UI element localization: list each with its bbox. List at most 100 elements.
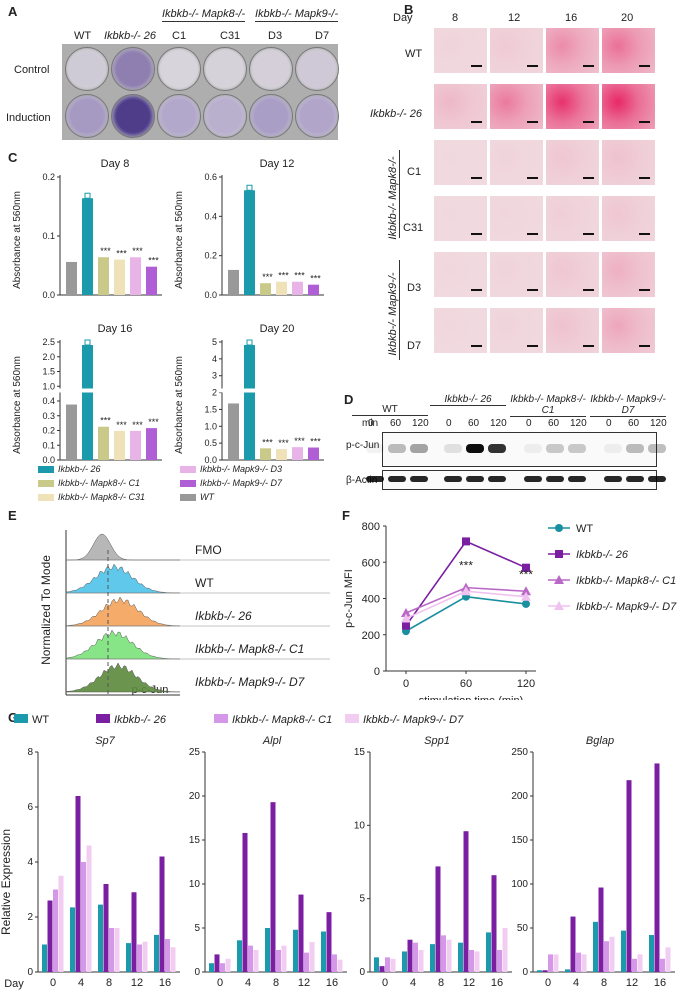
d-band-pcjun [524,444,542,453]
g-tick-label: 0 [522,967,528,978]
f-x-label: stimulation time (min) [419,695,524,700]
d-band-pcjun [366,444,384,453]
g-bar [70,907,75,972]
micrograph-r3-c2 [545,195,600,242]
micrograph-r0-c0 [433,27,488,74]
c-bar [98,426,109,460]
c-tick-label: 2 [212,388,217,398]
c-axis-break [56,388,158,393]
b-day-20: 20 [621,12,634,24]
g-bar [131,892,137,972]
g-bar [270,802,276,972]
chart-c-title: Day 8 [101,158,130,170]
chart-c-title: Day 16 [98,323,133,335]
e-histogram [65,563,181,594]
g-bar [390,958,396,972]
d-time-label: 0 [446,418,452,429]
d-time-label: 0 [526,418,532,429]
g-day-label: Day [4,978,24,990]
d-band-actin [488,476,506,482]
c-sig: *** [310,437,321,447]
f-legend-label: WT [576,523,593,535]
c-tick-label: 4 [212,354,217,364]
f-tick-label: 600 [362,557,380,569]
scale-bar [471,289,482,291]
d-time-label: 0 [368,418,374,429]
d-time-label: 120 [650,418,667,429]
f-legend-marker [554,575,564,584]
g-x-tick-label: 16 [326,977,338,989]
c-sig: *** [116,420,127,430]
g-bar [430,944,435,972]
g-bar [142,941,148,972]
scale-bar [527,65,538,67]
c-tick-label: 2.0 [42,352,55,362]
g-bar [103,884,109,972]
d-band-actin [466,476,484,482]
f-point [401,608,411,617]
g-bar [418,950,424,972]
scale-bar [583,345,594,347]
c-bar [130,257,141,295]
g-legend-label: WT [32,714,49,726]
g-tick-label: 250 [511,747,528,758]
g-title: Bglap [586,735,614,747]
d-min-label: min [362,418,379,429]
c-bar [98,257,109,295]
b-row-c31: C31 [403,222,424,234]
g-legend-label: Ikbkb-/- Mapk8-/- C1 [232,714,332,726]
g-x-tick-label: 4 [573,977,579,989]
scale-bar [639,121,650,123]
micrograph-r4-c0 [433,251,488,298]
panel-a-label: A [8,4,18,19]
d-group-label: WT [352,404,428,416]
g-bar [502,928,508,972]
micrograph-r2-c2 [545,139,600,186]
micrograph-r4-c3 [601,251,656,298]
g-bar [253,950,259,972]
g-bar [374,957,379,972]
well-induction-5 [295,94,339,138]
b-row-wt: WT [405,48,423,60]
g-title: Sp7 [95,735,115,747]
g-title: Alpl [262,735,282,747]
b-row-ikbkb26: Ikbkb-/- 26 [370,108,422,120]
c-sig: *** [132,420,143,430]
c-sig: *** [100,416,111,426]
f-point [401,613,411,623]
f-sig: *** [519,568,533,582]
scale-bar [583,65,594,67]
g-bar [609,936,615,972]
g-tick-label: 0 [194,967,200,978]
g-bar [486,932,491,972]
c-bar [244,190,255,295]
g-bar [660,958,665,972]
f-xtick-label: 120 [517,678,535,690]
scale-bar [471,121,482,123]
d-band-actin [524,476,542,482]
a-col-wt: WT [74,30,92,42]
g-legend-swatch [96,714,110,723]
chart-c-title: Day 12 [260,158,295,170]
g-x-tick-label: 8 [106,977,112,989]
scale-bar [527,177,538,179]
g-bar [637,954,643,972]
micrograph-r4-c2 [545,251,600,298]
g-bar [237,940,242,972]
f-legend-marker [555,524,563,532]
c-sig: *** [100,246,111,256]
g-bar [621,930,626,972]
c-bar [308,447,319,460]
a-col-d3: D3 [268,30,283,42]
b-group-mapk9: Ikbkb-/- Mapk9-/- [387,272,399,356]
g-bar [332,954,337,972]
e-label: FMO [195,543,222,557]
c-sig: *** [278,271,289,281]
g-tick-label: 10 [354,820,366,831]
micrograph-r0-c3 [601,27,656,74]
g-x-tick-label: 0 [217,977,223,989]
d-time-label: 120 [412,418,429,429]
c-bar [260,283,271,295]
c-tick-label: 0.2 [42,426,55,436]
c-sig: *** [294,436,305,446]
